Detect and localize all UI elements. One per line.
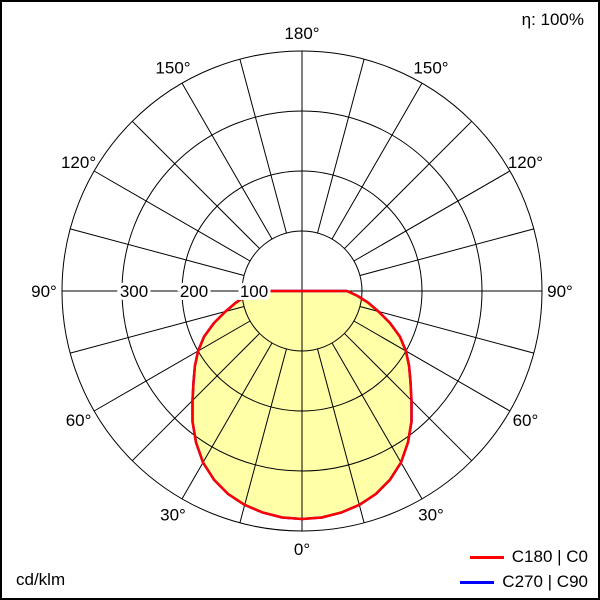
efficiency-label: η: 100% [521,10,584,29]
legend-item-c180-c0: C180 | C0 [469,547,588,567]
angle-label-120-right: 120° [508,153,543,172]
ring-label-100: 100 [240,282,268,301]
angle-label-60-right: 60° [513,411,539,430]
legend-item-c270-c90: C270 | C90 [460,572,588,592]
angle-label-0-right: 0° [294,540,310,559]
angle-label-30-left: 30° [160,505,186,524]
angle-label-60-left: 60° [66,411,92,430]
ring-label-100: 100 [240,282,268,301]
legend-line-red-icon [469,555,504,559]
unit-label: cd/klm [16,570,66,589]
angle-label-30-right: 30° [418,505,444,524]
ring-label-300: 300 [120,282,148,301]
ring-label-200: 200 [180,282,208,301]
angle-label-120-left: 120° [61,153,96,172]
legend: C180 | C0 C270 | C90 [460,547,588,592]
angle-label-90-left: 90° [31,282,57,301]
angle-label-150-right: 150° [413,59,448,78]
legend-line-blue-icon [460,580,495,584]
ring-label-200: 200 [180,282,208,301]
angle-label-90-right: 90° [547,282,573,301]
angle-label-150-left: 150° [155,59,190,78]
legend-label-c270-c90: C270 | C90 [502,572,588,591]
angle-label-180-right: 180° [284,24,319,43]
ring-label-300: 300 [120,282,148,301]
legend-label-c180-c0: C180 | C0 [511,547,588,566]
